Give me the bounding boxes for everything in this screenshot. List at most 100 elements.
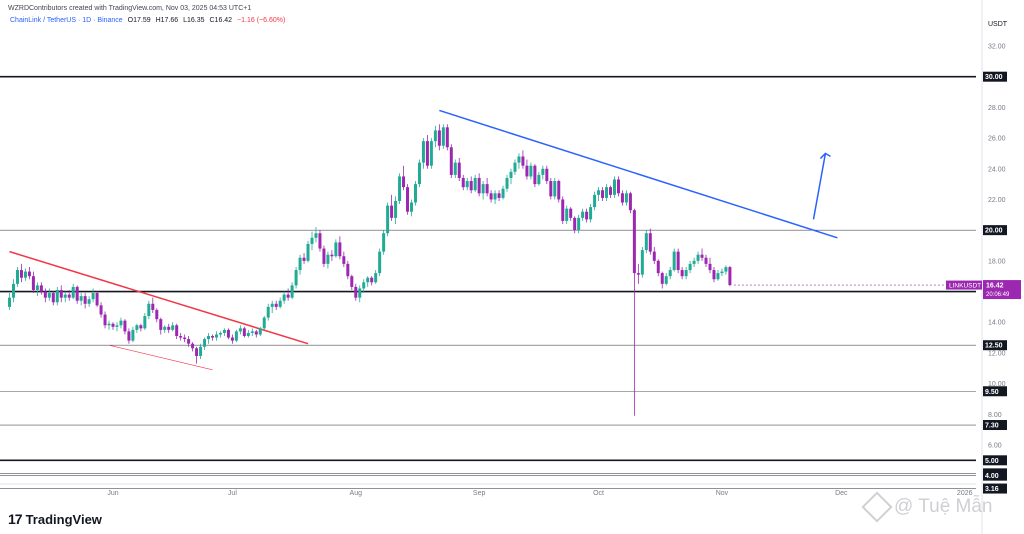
candle-body (605, 187, 609, 198)
candle (195, 346, 199, 364)
candle-body (469, 181, 473, 191)
candle-body (728, 267, 732, 286)
candle (612, 176, 616, 198)
candle-body (664, 276, 668, 284)
candle (8, 293, 12, 310)
candle (680, 266, 684, 280)
candle-body (453, 162, 457, 175)
candle-body (513, 162, 517, 172)
candle (35, 282, 39, 297)
candle-body (15, 270, 19, 284)
candle-body (350, 276, 354, 287)
candle-body (218, 332, 222, 335)
candle-body (386, 205, 390, 234)
candle-body (656, 260, 660, 274)
candle-body (696, 254, 700, 261)
candle (342, 251, 346, 267)
candle-body (402, 176, 406, 188)
candle-body (616, 179, 620, 194)
candle-body (521, 156, 525, 166)
candle (167, 323, 171, 333)
candle (493, 190, 497, 205)
candle-body (179, 336, 183, 338)
candle (322, 245, 326, 267)
candle (67, 289, 71, 301)
candle (533, 164, 537, 188)
candle (159, 317, 163, 335)
candle-body (211, 336, 214, 338)
candle-body (565, 208, 569, 221)
candle-body (242, 328, 246, 337)
candle-body (338, 242, 342, 257)
candle (47, 288, 51, 301)
candle-body (708, 263, 712, 271)
trendline-may-jul-support (108, 344, 213, 371)
time-axis[interactable]: Jun Jul Aug Sep Oct Nov Dec 2026 (0, 483, 976, 497)
candle (473, 174, 477, 192)
candle (728, 266, 732, 287)
candle-body (67, 294, 71, 298)
candle-body (636, 273, 640, 275)
candle-body (290, 285, 294, 298)
candle (628, 191, 632, 214)
candle-body (413, 184, 417, 203)
candle (226, 328, 230, 340)
price-tick-label: 18.00 (988, 258, 1006, 265)
candle (461, 174, 465, 191)
candle (314, 227, 318, 243)
level-price-label: 9.50 (985, 389, 999, 396)
candle (254, 329, 258, 338)
candle (636, 263, 640, 284)
time-tick-label: 2026 (957, 490, 973, 497)
candle (465, 177, 469, 191)
time-tick-label: Nov (716, 490, 729, 497)
candle (71, 283, 75, 300)
level-price-label: 12.50 (985, 343, 1003, 350)
candle-body (485, 184, 489, 194)
candle (453, 159, 457, 178)
tradingview-logo[interactable]: 17 TradingView (8, 511, 102, 527)
candle (318, 230, 322, 252)
candle (171, 322, 175, 332)
candle-body (505, 177, 509, 189)
candle (652, 247, 656, 264)
candle (684, 266, 688, 280)
candle-body (441, 127, 445, 146)
candle-body (529, 165, 533, 177)
price-axis[interactable]: USDT 32.00 30.00 28.00 26.00 24.00 22.00 20.00 1… (946, 0, 1021, 534)
candle (290, 282, 294, 300)
candle-body (254, 331, 258, 335)
candle-body (537, 174, 541, 185)
candle (187, 336, 191, 347)
candle-body (330, 254, 334, 257)
candle (310, 231, 314, 251)
ohlc-high: H17.66 (155, 17, 179, 24)
candle (175, 323, 179, 340)
candle (644, 230, 648, 254)
ticker-label: LINKUSDT (949, 283, 981, 290)
candle (449, 144, 453, 178)
candle-body (23, 271, 27, 278)
candle-body (51, 293, 55, 303)
countdown-label: 20:06:49 (986, 292, 1010, 298)
candle (421, 138, 425, 169)
candle (338, 236, 342, 260)
candle-body (720, 271, 724, 274)
candle-body (151, 303, 155, 310)
candle-body (457, 162, 461, 178)
level-price-label: 3.16 (985, 486, 999, 493)
candle (529, 162, 533, 180)
candle-body (302, 257, 306, 261)
chart-credit: WZRDContributors created with TradingVie… (8, 5, 252, 12)
symbol-name[interactable]: ChainLink / TetherUS · 1D · Binance (10, 17, 123, 24)
candle-body (195, 348, 199, 356)
candle (441, 124, 445, 149)
candle-body (278, 300, 282, 307)
candle (12, 279, 15, 303)
candle-body (449, 147, 453, 175)
candle (374, 270, 378, 284)
candle-body (417, 162, 421, 185)
candle (238, 325, 242, 335)
candle-body (91, 293, 95, 300)
